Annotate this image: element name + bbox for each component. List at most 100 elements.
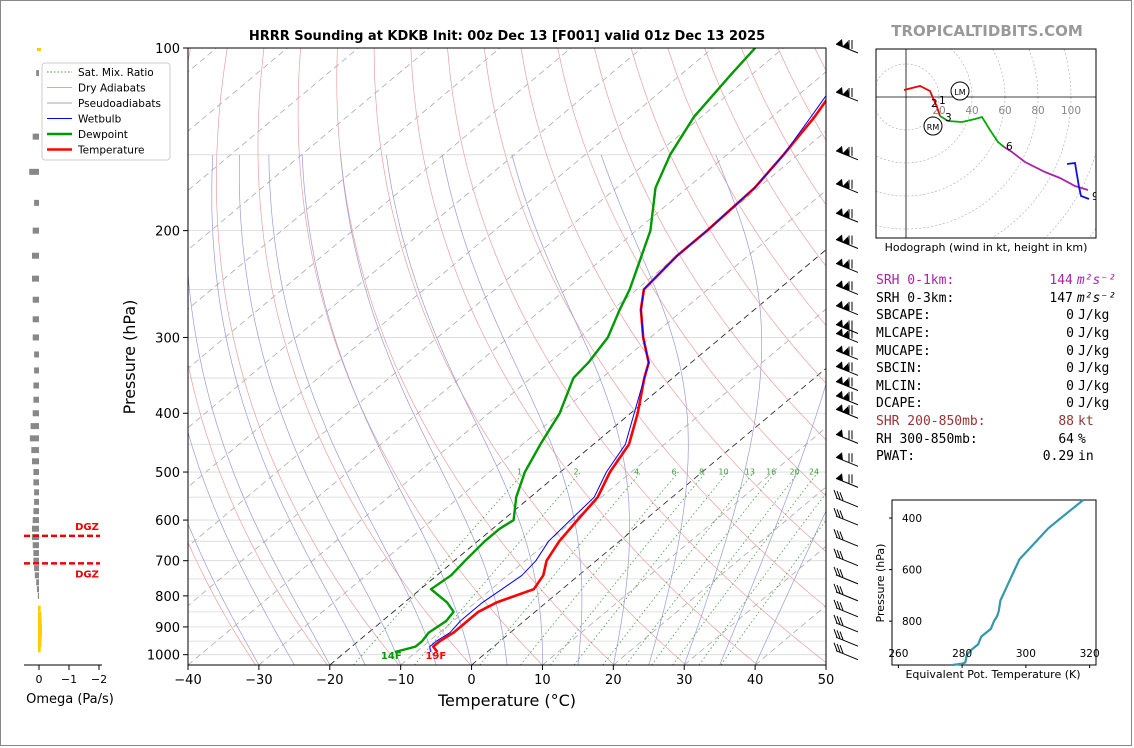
y-tick-label: 900 xyxy=(155,621,180,636)
moist-adiabat xyxy=(441,154,583,665)
parameter-name: SHR 200-850mb: xyxy=(876,414,986,430)
parameter-value: 144 xyxy=(1049,273,1073,289)
legend-box xyxy=(41,62,171,161)
barb-flag xyxy=(833,583,838,593)
omega-bar xyxy=(32,316,39,323)
wind-barb xyxy=(835,208,859,223)
x-tick-label: −10 xyxy=(387,673,414,688)
barb-flag xyxy=(836,600,841,610)
wind-barb xyxy=(835,345,859,360)
barb-flag xyxy=(836,615,841,625)
isotherm-line xyxy=(188,48,713,488)
barb-pennant xyxy=(836,328,843,337)
isotherm-line xyxy=(471,367,826,665)
wind-barb xyxy=(835,145,859,161)
mixing-ratio-line xyxy=(672,471,819,665)
wind-barb xyxy=(833,566,859,585)
x-tick-label: 30 xyxy=(676,673,693,688)
barb-pennant xyxy=(842,147,849,156)
isotherm-line xyxy=(329,249,826,665)
isotherm-line xyxy=(542,427,826,665)
omega-tick-label: 0 xyxy=(36,673,43,686)
barb-pennant xyxy=(842,41,849,49)
parameter-unit: m²s⁻² xyxy=(1076,290,1116,306)
moist-adiabat xyxy=(600,154,689,665)
parameter-unit: in xyxy=(1078,449,1094,465)
mixing-ratio-label: 2 xyxy=(573,467,578,476)
wind-barb xyxy=(835,376,859,391)
barb-pennant xyxy=(836,258,843,267)
barb-flag xyxy=(839,644,844,654)
x-tick-label: −20 xyxy=(316,673,343,688)
wind-barb xyxy=(835,234,859,249)
parameter-name: MUCAPE: xyxy=(876,343,931,359)
omega-bar xyxy=(34,199,39,206)
wind-barb xyxy=(835,178,859,194)
omega-bar xyxy=(32,410,39,417)
x-tick-label: 50 xyxy=(818,673,835,688)
parameter-unit: J/kg xyxy=(1078,308,1110,324)
parameter-value: 0 xyxy=(1066,378,1074,394)
omega-bar xyxy=(33,382,39,389)
parameter-row: RH 300-850mb: 64% xyxy=(876,430,1116,448)
mixing-ratio-label: 6 xyxy=(672,467,677,476)
parameter-value: 0 xyxy=(1066,308,1074,324)
barb-flag xyxy=(836,584,841,594)
parameter-unit: J/kg xyxy=(1078,343,1110,359)
skewt-frame xyxy=(187,47,827,666)
dry-adiabat xyxy=(520,48,826,553)
moist-adiabat xyxy=(301,154,472,665)
mixing-ratio-line xyxy=(479,471,642,665)
barb-pennant xyxy=(836,39,843,47)
barb-flag xyxy=(836,530,841,539)
moist-adiabat xyxy=(340,154,508,665)
wind-barb xyxy=(835,87,859,102)
dry-adiabat xyxy=(188,48,328,665)
omega-bar-positive xyxy=(38,605,41,612)
barb-flag xyxy=(833,507,838,517)
isotherm-line xyxy=(400,308,826,665)
mixing-ratio-label: 16 xyxy=(766,467,776,476)
hodograph-height-label: 3 xyxy=(945,112,952,124)
hodograph-height-label: 6 xyxy=(1006,141,1013,153)
moist-adiabat xyxy=(268,154,437,665)
mixing-ratio-label: 1 xyxy=(517,467,522,476)
dry-adiabat xyxy=(630,48,826,384)
isotherm-line xyxy=(188,48,643,429)
site-label: TROPICALTIDBITS.COM xyxy=(891,22,1083,40)
omega-bar xyxy=(33,557,39,564)
barb-pennant xyxy=(836,280,843,289)
parameter-name: SRH 0-3km: xyxy=(876,290,955,306)
y-tick-label: 300 xyxy=(155,331,180,346)
y-tick-label: 400 xyxy=(155,407,180,422)
barb-pennant xyxy=(836,87,843,96)
wind-barb xyxy=(835,390,859,406)
parameter-unit: % xyxy=(1078,431,1086,447)
omega-bar xyxy=(32,227,39,234)
barb-flag xyxy=(839,492,844,501)
barb-flag xyxy=(836,509,841,518)
wind-barb xyxy=(833,583,859,602)
hodograph-segment-0-3km xyxy=(903,85,941,117)
wind-barb xyxy=(835,300,859,316)
skewt-traces: 14F 19F xyxy=(381,48,826,662)
y-tick-label: 800 xyxy=(155,590,180,605)
barb-flag xyxy=(839,617,844,626)
moist-adiabat xyxy=(754,510,826,665)
wind-barb xyxy=(835,319,859,334)
omega-bar xyxy=(33,479,39,486)
barb-pennant xyxy=(836,145,843,154)
omega-bar xyxy=(32,275,39,282)
parameter-name: MLCIN: xyxy=(876,378,923,394)
omega-bar-positive xyxy=(38,623,42,630)
barb-shaft xyxy=(835,574,859,585)
moist-adiabat xyxy=(683,154,763,665)
wind-barb xyxy=(835,452,859,467)
mixing-ratio-line xyxy=(720,519,826,665)
omega-tick-label: −2 xyxy=(91,673,107,686)
isotherm-line xyxy=(683,545,826,665)
y-tick-label: 200 xyxy=(155,225,180,240)
wetbulb-trace xyxy=(429,94,826,653)
